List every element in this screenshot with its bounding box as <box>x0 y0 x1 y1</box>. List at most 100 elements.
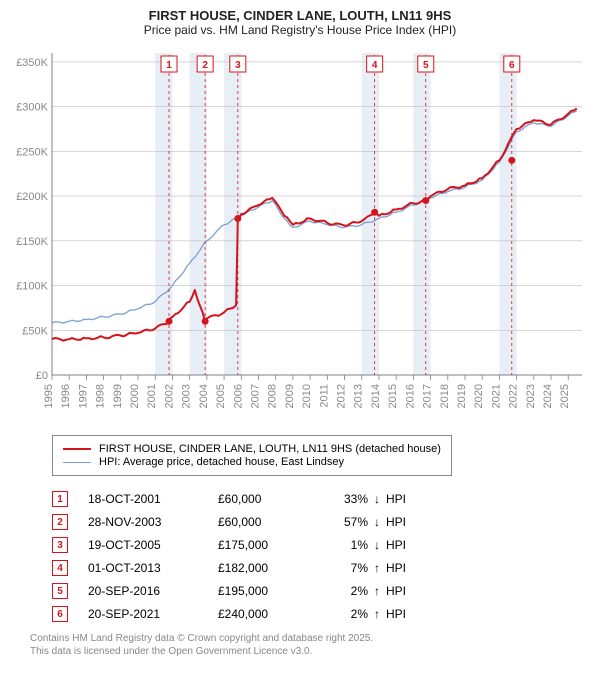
transaction-arrow-icon: ↓ <box>368 538 386 552</box>
svg-text:2013: 2013 <box>353 384 365 408</box>
transaction-price: £60,000 <box>218 492 318 506</box>
transaction-price: £175,000 <box>218 538 318 552</box>
transaction-row: 3 19-OCT-2005£175,0001%↓HPI <box>52 537 590 553</box>
svg-text:2024: 2024 <box>542 384 554 408</box>
transaction-delta: 2% <box>318 607 368 621</box>
transaction-row: 520-SEP-2016£195,0002%↑HPI <box>52 583 590 599</box>
svg-text:2018: 2018 <box>439 384 451 408</box>
transaction-arrow-icon: ↓ <box>368 492 386 506</box>
svg-text:1995: 1995 <box>43 384 55 408</box>
transaction-price: £195,000 <box>218 584 318 598</box>
transaction-date: 20-SEP-2016 <box>88 584 218 598</box>
svg-text:£100K: £100K <box>16 281 48 293</box>
svg-text:£300K: £300K <box>16 102 48 114</box>
svg-text:£350K: £350K <box>16 57 48 69</box>
footer-line-2: This data is licensed under the Open Gov… <box>30 645 590 658</box>
transaction-marker: 1 <box>52 491 68 507</box>
svg-text:2020: 2020 <box>473 384 485 408</box>
chart-title: FIRST HOUSE, CINDER LANE, LOUTH, LN11 9H… <box>10 8 590 23</box>
svg-text:1998: 1998 <box>95 384 107 408</box>
transaction-row: 6 20-SEP-2021£240,0002%↑HPI <box>52 606 590 622</box>
svg-text:£50K: £50K <box>22 325 48 337</box>
transaction-delta: 33% <box>318 492 368 506</box>
svg-text:1997: 1997 <box>77 384 89 408</box>
svg-text:1: 1 <box>166 60 172 71</box>
legend-label: FIRST HOUSE, CINDER LANE, LOUTH, LN11 9H… <box>99 443 441 455</box>
transaction-delta: 57% <box>318 515 368 529</box>
svg-text:£0: £0 <box>36 370 48 382</box>
transactions-table: 118-OCT-2001£60,00033%↓HPI228-NOV-2003£6… <box>52 491 590 622</box>
chart-subtitle: Price paid vs. HM Land Registry's House … <box>10 23 590 37</box>
svg-text:2000: 2000 <box>129 384 141 408</box>
transaction-arrow-icon: ↓ <box>368 515 386 529</box>
svg-text:2009: 2009 <box>284 384 296 408</box>
svg-text:4: 4 <box>372 60 378 71</box>
transaction-date: 18-OCT-2001 <box>88 492 218 506</box>
transaction-row: 2 28-NOV-2003£60,00057%↓HPI <box>52 514 590 530</box>
footer-attribution: Contains HM Land Registry data © Crown c… <box>30 632 590 658</box>
svg-text:2007: 2007 <box>249 384 261 408</box>
transaction-marker: 6 <box>52 606 68 622</box>
svg-text:2023: 2023 <box>525 384 537 408</box>
transaction-arrow-icon: ↑ <box>368 561 386 575</box>
svg-text:3: 3 <box>235 60 241 71</box>
svg-text:2014: 2014 <box>370 384 382 408</box>
svg-text:2015: 2015 <box>387 384 399 408</box>
transaction-marker: 5 <box>52 583 68 599</box>
transaction-date: 28-NOV-2003 <box>88 515 218 529</box>
svg-text:£200K: £200K <box>16 191 48 203</box>
transaction-price: £60,000 <box>218 515 318 529</box>
svg-text:2003: 2003 <box>181 384 193 408</box>
legend-swatch <box>63 448 91 450</box>
transaction-hpi-label: HPI <box>386 561 426 575</box>
svg-text:2010: 2010 <box>301 384 313 408</box>
transaction-delta: 7% <box>318 561 368 575</box>
transaction-row: 1 18-OCT-2001£60,00033%↓HPI <box>52 491 590 507</box>
line-chart: £0 £50K £100K £150K £200K £250K £300K £350K 1995… <box>10 45 590 425</box>
transaction-delta: 1% <box>318 538 368 552</box>
svg-text:2001: 2001 <box>146 384 158 408</box>
transaction-hpi-label: HPI <box>386 492 426 506</box>
svg-text:2022: 2022 <box>508 384 520 408</box>
transaction-hpi-label: HPI <box>386 607 426 621</box>
svg-text:2017: 2017 <box>422 384 434 408</box>
legend-label: HPI: Average price, detached house, East… <box>99 456 344 468</box>
transaction-date: 19-OCT-2005 <box>88 538 218 552</box>
svg-text:£250K: £250K <box>16 146 48 158</box>
svg-text:5: 5 <box>423 60 429 71</box>
svg-text:£150K: £150K <box>16 236 48 248</box>
legend-item: FIRST HOUSE, CINDER LANE, LOUTH, LN11 9H… <box>63 443 441 455</box>
transaction-price: £182,000 <box>218 561 318 575</box>
transaction-marker: 2 <box>52 514 68 530</box>
svg-text:1996: 1996 <box>60 384 72 408</box>
svg-text:2019: 2019 <box>456 384 468 408</box>
transaction-hpi-label: HPI <box>386 538 426 552</box>
transaction-price: £240,000 <box>218 607 318 621</box>
svg-text:2025: 2025 <box>559 384 571 408</box>
transaction-arrow-icon: ↑ <box>368 584 386 598</box>
transaction-arrow-icon: ↑ <box>368 607 386 621</box>
svg-text:2: 2 <box>202 60 208 71</box>
transaction-date: 20-SEP-2021 <box>88 607 218 621</box>
svg-text:6: 6 <box>509 60 515 71</box>
transaction-marker: 3 <box>52 537 68 553</box>
legend-item: HPI: Average price, detached house, East… <box>63 456 441 468</box>
footer-line-1: Contains HM Land Registry data © Crown c… <box>30 632 590 645</box>
svg-text:1999: 1999 <box>112 384 124 408</box>
svg-text:2004: 2004 <box>198 384 210 408</box>
svg-text:2016: 2016 <box>404 384 416 408</box>
svg-text:2008: 2008 <box>267 384 279 408</box>
transaction-row: 4 01-OCT-2013£182,0007%↑HPI <box>52 560 590 576</box>
svg-text:2021: 2021 <box>490 384 502 408</box>
svg-text:2006: 2006 <box>232 384 244 408</box>
transaction-hpi-label: HPI <box>386 584 426 598</box>
svg-text:2011: 2011 <box>318 384 330 408</box>
legend: FIRST HOUSE, CINDER LANE, LOUTH, LN11 9H… <box>52 435 452 476</box>
transaction-marker: 4 <box>52 560 68 576</box>
legend-swatch <box>63 462 91 463</box>
transaction-hpi-label: HPI <box>386 515 426 529</box>
svg-text:2005: 2005 <box>215 384 227 408</box>
transaction-date: 01-OCT-2013 <box>88 561 218 575</box>
svg-text:2012: 2012 <box>336 384 348 408</box>
svg-text:2002: 2002 <box>163 384 175 408</box>
